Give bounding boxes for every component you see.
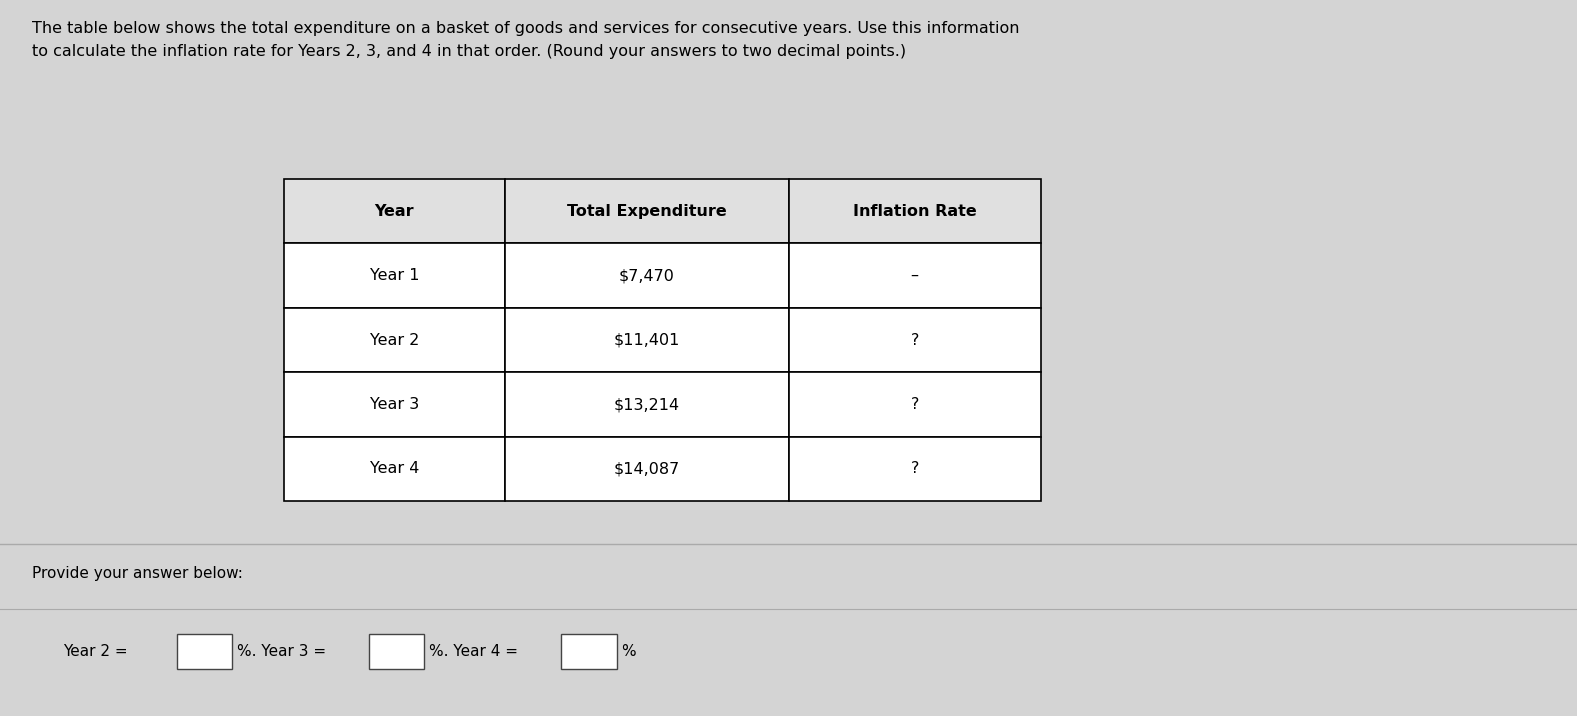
- Bar: [505, 243, 788, 308]
- Bar: [284, 372, 505, 437]
- Text: $11,401: $11,401: [613, 333, 680, 347]
- Text: %: %: [621, 644, 636, 659]
- Bar: [505, 179, 788, 243]
- Text: %. Year 4 =: %. Year 4 =: [429, 644, 517, 659]
- Bar: [284, 243, 505, 308]
- Text: The table below shows the total expenditure on a basket of goods and services fo: The table below shows the total expendit…: [32, 21, 1019, 59]
- Text: $14,087: $14,087: [613, 462, 680, 476]
- Bar: [369, 634, 424, 669]
- Bar: [284, 437, 505, 501]
- Text: Year 1: Year 1: [369, 268, 419, 283]
- Bar: [505, 437, 788, 501]
- Bar: [788, 372, 1041, 437]
- Text: ?: ?: [910, 397, 919, 412]
- Bar: [505, 308, 788, 372]
- Text: $13,214: $13,214: [613, 397, 680, 412]
- Bar: [284, 179, 505, 243]
- Text: $7,470: $7,470: [618, 268, 675, 283]
- Text: Inflation Rate: Inflation Rate: [853, 204, 976, 218]
- Text: Year 2 =: Year 2 =: [63, 644, 128, 659]
- Text: Provide your answer below:: Provide your answer below:: [32, 566, 243, 581]
- Text: –: –: [910, 268, 919, 283]
- Text: Year: Year: [374, 204, 415, 218]
- Bar: [788, 243, 1041, 308]
- Bar: [177, 634, 232, 669]
- Text: Year 2: Year 2: [369, 333, 419, 347]
- Bar: [788, 437, 1041, 501]
- Bar: [788, 179, 1041, 243]
- Text: Year 3: Year 3: [369, 397, 419, 412]
- Bar: [788, 308, 1041, 372]
- Text: Year 4: Year 4: [369, 462, 419, 476]
- Text: ?: ?: [910, 462, 919, 476]
- Bar: [505, 372, 788, 437]
- Bar: [561, 634, 617, 669]
- Text: %. Year 3 =: %. Year 3 =: [237, 644, 326, 659]
- Text: Total Expenditure: Total Expenditure: [566, 204, 727, 218]
- Text: ?: ?: [910, 333, 919, 347]
- Bar: [284, 308, 505, 372]
